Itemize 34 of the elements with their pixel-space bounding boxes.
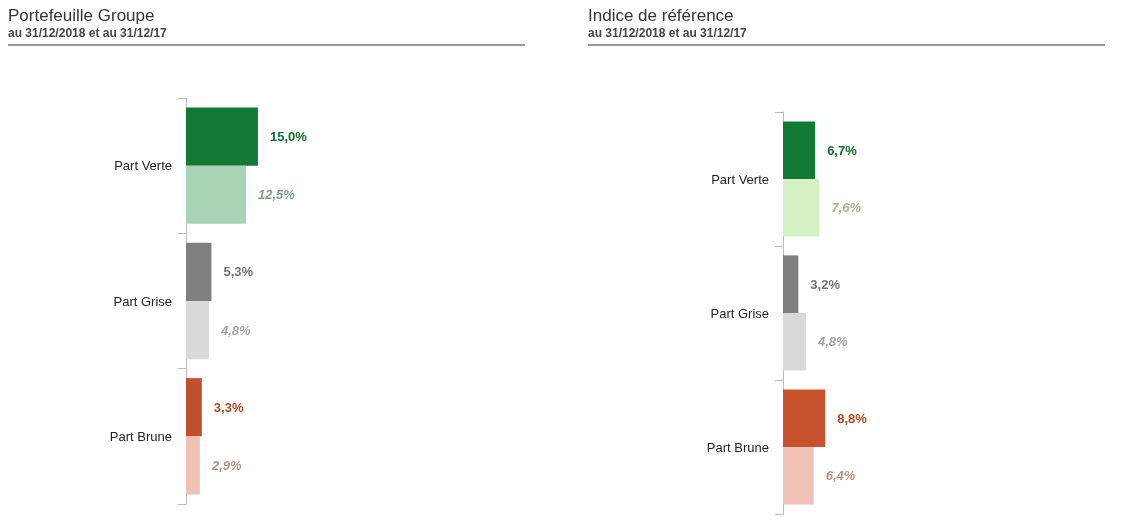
bar <box>783 179 820 237</box>
y-tick-label: Part Brune <box>109 428 172 444</box>
y-tick-label: Part Grise <box>710 305 769 321</box>
bar <box>186 242 212 301</box>
y-tick-label: Part Verte <box>711 171 769 187</box>
data-label: 3,3% <box>213 399 244 415</box>
bar <box>783 389 826 447</box>
bar <box>783 447 814 505</box>
y-tick-label: Part Brune <box>706 439 769 455</box>
bar <box>186 107 258 166</box>
bar <box>186 378 202 437</box>
data-label: 4,8% <box>817 334 849 350</box>
bar <box>783 313 807 371</box>
bar <box>186 301 210 360</box>
chart-title: Portefeuille Groupe <box>8 6 156 26</box>
text: au 31/12/2018 et au 31/12/17 <box>8 26 168 40</box>
bar <box>186 165 246 224</box>
bar <box>186 436 200 495</box>
data-label: 8,8% <box>837 410 868 426</box>
data-label: 12,5% <box>257 187 296 203</box>
bar <box>783 121 816 179</box>
data-label: 15,0% <box>269 129 308 145</box>
y-tick-label: Part Verte <box>114 158 172 174</box>
chart-title: Indice de référence <box>588 6 735 26</box>
bar <box>783 255 799 313</box>
data-label: 6,4% <box>825 468 856 484</box>
text: au 31/12/2018 et au 31/12/17 <box>588 26 748 40</box>
data-label: 4,8% <box>220 322 252 338</box>
data-label: 2,9% <box>210 457 242 473</box>
data-label: 3,2% <box>810 276 841 292</box>
data-label: 5,3% <box>223 264 254 280</box>
y-tick-label: Part Grise <box>113 293 172 309</box>
data-label: 6,7% <box>827 142 858 158</box>
data-label: 7,6% <box>831 200 862 216</box>
